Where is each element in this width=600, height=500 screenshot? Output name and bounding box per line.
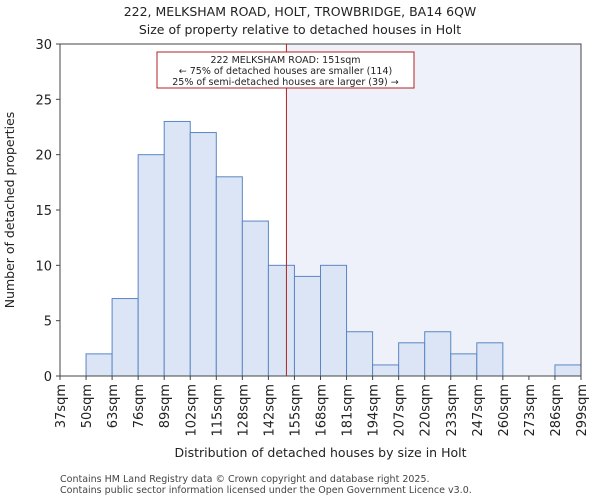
x-tick-label: 194sqm xyxy=(367,384,382,437)
x-tick-label: 260sqm xyxy=(497,384,512,437)
histogram-bar xyxy=(215,176,243,377)
chart-title: 222, MELKSHAM ROAD, HOLT, TROWBRIDGE, BA… xyxy=(123,4,477,19)
footer-line-2: Contains public sector information licen… xyxy=(60,485,472,496)
y-tick-label: 20 xyxy=(35,149,52,164)
x-tick-label: 63sqm xyxy=(106,384,121,428)
x-tick-label: 233sqm xyxy=(445,384,460,437)
histogram-bar xyxy=(554,364,582,377)
histogram-bar xyxy=(111,298,139,377)
x-tick-label: 128sqm xyxy=(236,384,251,437)
chart-subtitle: Size of property relative to detached ho… xyxy=(138,22,462,37)
x-tick-label: 181sqm xyxy=(341,384,356,437)
x-tick-label: 247sqm xyxy=(471,384,486,437)
y-tick-label: 15 xyxy=(35,204,52,219)
x-tick-label: 102sqm xyxy=(184,384,199,437)
y-tick-label: 30 xyxy=(35,38,52,53)
histogram-bar xyxy=(424,331,452,377)
x-tick-label: 286sqm xyxy=(549,384,564,437)
x-tick-label: 220sqm xyxy=(419,384,434,437)
histogram-bar xyxy=(372,364,400,377)
x-tick-label: 168sqm xyxy=(315,384,330,437)
x-tick-label: 207sqm xyxy=(393,384,408,437)
x-tick-label: 299sqm xyxy=(575,384,590,437)
histogram-bar xyxy=(293,275,322,377)
histogram-bar xyxy=(346,331,374,377)
x-tick-label: 89sqm xyxy=(158,384,173,428)
x-tick-label: 142sqm xyxy=(262,384,277,437)
y-tick-label: 25 xyxy=(35,93,52,108)
x-tick-label: 37sqm xyxy=(54,384,69,428)
histogram-bar xyxy=(189,132,217,377)
x-axis-label: Distribution of detached houses by size … xyxy=(175,445,467,460)
x-tick-label: 155sqm xyxy=(288,384,303,437)
y-tick-label: 5 xyxy=(44,315,52,330)
histogram-bar xyxy=(320,264,348,377)
x-tick-label: 115sqm xyxy=(210,384,225,437)
x-tick-label: 50sqm xyxy=(80,384,95,428)
annotation-line-1: 222 MELKSHAM ROAD: 151sqm xyxy=(210,55,360,66)
histogram-bar xyxy=(450,353,478,377)
annotation-box xyxy=(156,51,415,89)
footer-line-1: Contains HM Land Registry data © Crown c… xyxy=(60,474,430,485)
histogram-bar xyxy=(85,353,113,377)
x-tick-label: 273sqm xyxy=(523,384,538,437)
x-tick-label: 76sqm xyxy=(132,384,147,428)
annotation-line-2: ← 75% of detached houses are smaller (11… xyxy=(179,66,392,77)
histogram-bar xyxy=(476,342,504,377)
histogram-bar xyxy=(137,154,165,377)
histogram-bar xyxy=(267,264,295,377)
histogram-bar xyxy=(163,120,191,377)
y-tick-label: 0 xyxy=(44,370,52,385)
y-tick-label: 10 xyxy=(35,259,52,274)
histogram-bar xyxy=(398,342,426,377)
annotation-line-3: 25% of semi-detached houses are larger (… xyxy=(172,77,399,88)
histogram-bar xyxy=(241,220,269,377)
y-axis-label: Number of detached properties xyxy=(2,112,17,309)
